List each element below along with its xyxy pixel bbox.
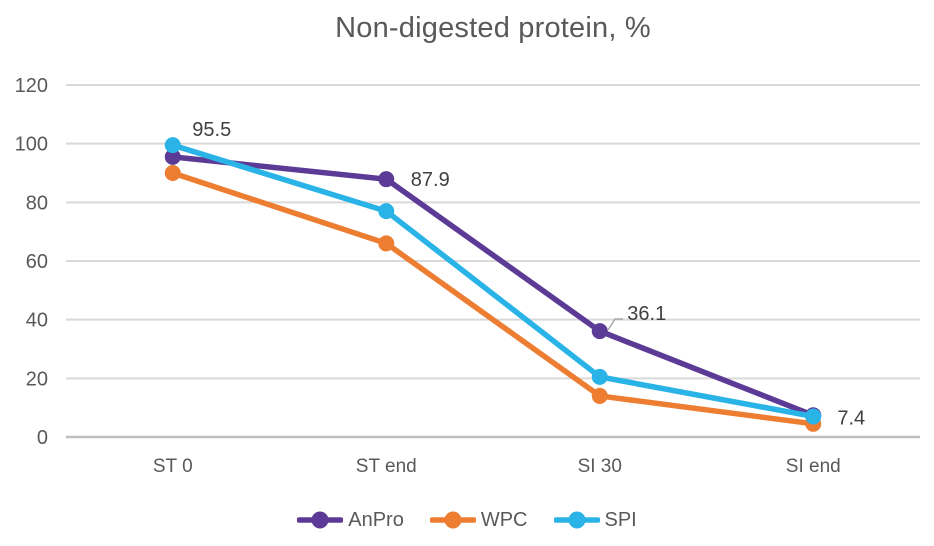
- series-line: [170, 170, 816, 427]
- series-anpro: [164, 148, 822, 424]
- x-category-label: ST 0: [153, 456, 193, 477]
- data-point: [378, 235, 395, 252]
- data-point: [591, 387, 608, 404]
- data-point: [164, 148, 181, 165]
- series-line: [170, 142, 816, 420]
- y-tick-label: 100: [15, 134, 48, 156]
- y-tick-label: 20: [26, 368, 48, 390]
- y-axis-tick-labels: 0 20 40 60 80 100 120: [15, 75, 48, 449]
- data-label: 36.1: [627, 303, 666, 325]
- data-point: [164, 165, 181, 181]
- data-point: [378, 203, 395, 220]
- data-point: [591, 368, 608, 385]
- y-tick-label: 60: [26, 251, 48, 273]
- legend-marker-icon: [553, 511, 600, 529]
- legend-marker-icon: [297, 511, 344, 529]
- legend-label: SPI: [604, 508, 637, 531]
- chart-title: Non-digested protein, %: [335, 12, 651, 44]
- data-label: 87.9: [411, 169, 450, 191]
- legend-label: AnPro: [348, 508, 404, 531]
- legend-marker-icon: [429, 511, 476, 529]
- y-tick-label: 120: [15, 75, 48, 97]
- y-tick-label: 80: [26, 192, 48, 214]
- data-point: [591, 323, 608, 340]
- y-tick-label: 0: [37, 427, 48, 449]
- series-spi: [164, 137, 822, 425]
- legend-item-wpc: WPC: [429, 508, 528, 532]
- legend-item-spi: SPI: [553, 508, 637, 532]
- data-point: [378, 171, 395, 188]
- legend-item-anpro: AnPro: [297, 509, 404, 532]
- series-wpc: [164, 165, 822, 432]
- label-leader-line: [607, 318, 623, 331]
- data-labels: 95.5 87.9 36.1 7.4: [192, 119, 865, 429]
- data-point: [805, 408, 822, 425]
- x-axis-category-labels: ST 0 ST end SI 30 SI end: [153, 456, 841, 477]
- legend-label: WPC: [480, 508, 528, 531]
- data-label: 95.5: [192, 119, 231, 141]
- x-category-label: SI end: [786, 456, 841, 477]
- y-tick-label: 40: [26, 310, 48, 332]
- x-category-label: SI 30: [578, 456, 622, 477]
- data-point: [164, 137, 181, 154]
- legend: AnPro WPC SPI: [0, 502, 934, 538]
- x-category-label: ST end: [356, 456, 417, 477]
- data-label: 7.4: [837, 407, 865, 429]
- series-line: [170, 154, 816, 419]
